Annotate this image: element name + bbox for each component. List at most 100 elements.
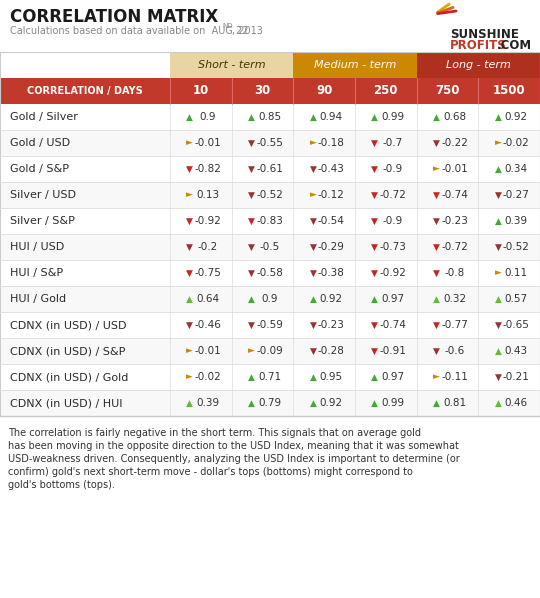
Text: ▼: ▼ — [372, 269, 379, 277]
Text: ▼: ▼ — [310, 216, 316, 225]
Text: 0.34: 0.34 — [504, 164, 528, 174]
Bar — [0, 182, 540, 208]
Text: -0.7: -0.7 — [383, 138, 403, 148]
Text: ▲: ▲ — [372, 373, 379, 382]
Text: 0.97: 0.97 — [381, 294, 404, 304]
Text: 30: 30 — [254, 84, 271, 97]
Bar — [0, 338, 540, 364]
Text: SUNSHINE: SUNSHINE — [450, 28, 519, 41]
Bar — [0, 78, 540, 104]
Text: ▼: ▼ — [495, 243, 502, 252]
Text: 0.92: 0.92 — [320, 398, 343, 408]
Text: ►: ► — [433, 373, 440, 382]
Text: 0.9: 0.9 — [261, 294, 278, 304]
Text: has been moving in the opposite direction to the USD Index, meaning that it was : has been moving in the opposite directio… — [8, 441, 459, 451]
Text: 0.85: 0.85 — [258, 112, 281, 122]
Text: ▲: ▲ — [433, 112, 440, 121]
Text: ▼: ▼ — [248, 243, 255, 252]
Text: CORRELATION MATRIX: CORRELATION MATRIX — [10, 8, 218, 26]
Bar — [417, 52, 540, 78]
Text: ▼: ▼ — [310, 164, 316, 173]
Bar — [0, 130, 540, 156]
Text: .COM: .COM — [497, 39, 532, 52]
Text: -0.01: -0.01 — [441, 164, 468, 174]
Bar — [0, 234, 540, 260]
Text: -0.46: -0.46 — [194, 320, 221, 330]
Text: Gold / USD: Gold / USD — [10, 138, 70, 148]
Text: -0.6: -0.6 — [444, 346, 464, 356]
Bar — [0, 104, 540, 130]
Text: 0.71: 0.71 — [258, 372, 281, 382]
Text: ▼: ▼ — [495, 321, 502, 329]
Text: ▼: ▼ — [248, 164, 255, 173]
Text: ▲: ▲ — [495, 294, 502, 304]
Text: -0.61: -0.61 — [256, 164, 283, 174]
Text: ▼: ▼ — [186, 216, 193, 225]
Text: Gold / S&P: Gold / S&P — [10, 164, 69, 174]
Text: CDNX (in USD) / USD: CDNX (in USD) / USD — [10, 320, 126, 330]
Text: ▼: ▼ — [186, 269, 193, 277]
Text: ▲: ▲ — [310, 398, 316, 407]
Text: -0.01: -0.01 — [194, 138, 221, 148]
Text: ▼: ▼ — [310, 321, 316, 329]
Text: ▼: ▼ — [248, 139, 255, 148]
Text: -0.43: -0.43 — [318, 164, 345, 174]
Text: ▼: ▼ — [248, 191, 255, 200]
Text: -0.55: -0.55 — [256, 138, 283, 148]
Text: 0.32: 0.32 — [443, 294, 466, 304]
Text: -0.82: -0.82 — [194, 164, 221, 174]
Text: PROFITS: PROFITS — [450, 39, 507, 52]
Text: -0.74: -0.74 — [380, 320, 406, 330]
Text: ▲: ▲ — [186, 294, 193, 304]
Text: ►: ► — [310, 191, 316, 200]
Text: -0.75: -0.75 — [194, 268, 221, 278]
Text: ▼: ▼ — [372, 164, 379, 173]
Text: ►: ► — [186, 139, 193, 148]
Text: -0.02: -0.02 — [194, 372, 221, 382]
Bar — [0, 312, 540, 338]
Text: 90: 90 — [316, 84, 332, 97]
Text: -0.72: -0.72 — [380, 190, 406, 200]
Text: -0.58: -0.58 — [256, 268, 283, 278]
Text: 0.99: 0.99 — [381, 398, 404, 408]
Text: -0.38: -0.38 — [318, 268, 345, 278]
Text: ▼: ▼ — [372, 191, 379, 200]
Text: ▲: ▲ — [495, 164, 502, 173]
Text: ▼: ▼ — [372, 216, 379, 225]
Bar — [0, 156, 540, 182]
Text: -0.52: -0.52 — [503, 242, 530, 252]
Text: ►: ► — [248, 346, 255, 355]
Bar — [0, 390, 540, 416]
Text: ▲: ▲ — [248, 294, 255, 304]
Text: ▼: ▼ — [433, 139, 440, 148]
Text: 0.11: 0.11 — [504, 268, 528, 278]
Text: Medium - term: Medium - term — [314, 60, 396, 70]
Text: -0.9: -0.9 — [383, 164, 403, 174]
Text: ▼: ▼ — [186, 321, 193, 329]
Text: ▼: ▼ — [495, 373, 502, 382]
Text: -0.72: -0.72 — [441, 242, 468, 252]
Text: -0.77: -0.77 — [441, 320, 468, 330]
Text: ▼: ▼ — [248, 269, 255, 277]
Text: ▲: ▲ — [186, 112, 193, 121]
Text: ►: ► — [495, 139, 502, 148]
Text: ND: ND — [222, 23, 233, 29]
Text: ▼: ▼ — [372, 321, 379, 329]
Bar — [0, 286, 540, 312]
Text: CDNX (in USD) / Gold: CDNX (in USD) / Gold — [10, 372, 129, 382]
Text: ▲: ▲ — [495, 112, 502, 121]
Text: Silver / USD: Silver / USD — [10, 190, 76, 200]
Text: Short - term: Short - term — [198, 60, 266, 70]
Text: -0.54: -0.54 — [318, 216, 345, 226]
Text: 0.94: 0.94 — [320, 112, 343, 122]
Text: ▲: ▲ — [495, 398, 502, 407]
Text: -0.9: -0.9 — [383, 216, 403, 226]
Text: -0.73: -0.73 — [380, 242, 406, 252]
Bar — [0, 0, 540, 52]
Text: ►: ► — [495, 269, 502, 277]
Text: ▲: ▲ — [495, 216, 502, 225]
Text: ▲: ▲ — [186, 398, 193, 407]
Text: ▲: ▲ — [310, 294, 316, 304]
Text: ▲: ▲ — [248, 398, 255, 407]
Text: -0.28: -0.28 — [318, 346, 345, 356]
